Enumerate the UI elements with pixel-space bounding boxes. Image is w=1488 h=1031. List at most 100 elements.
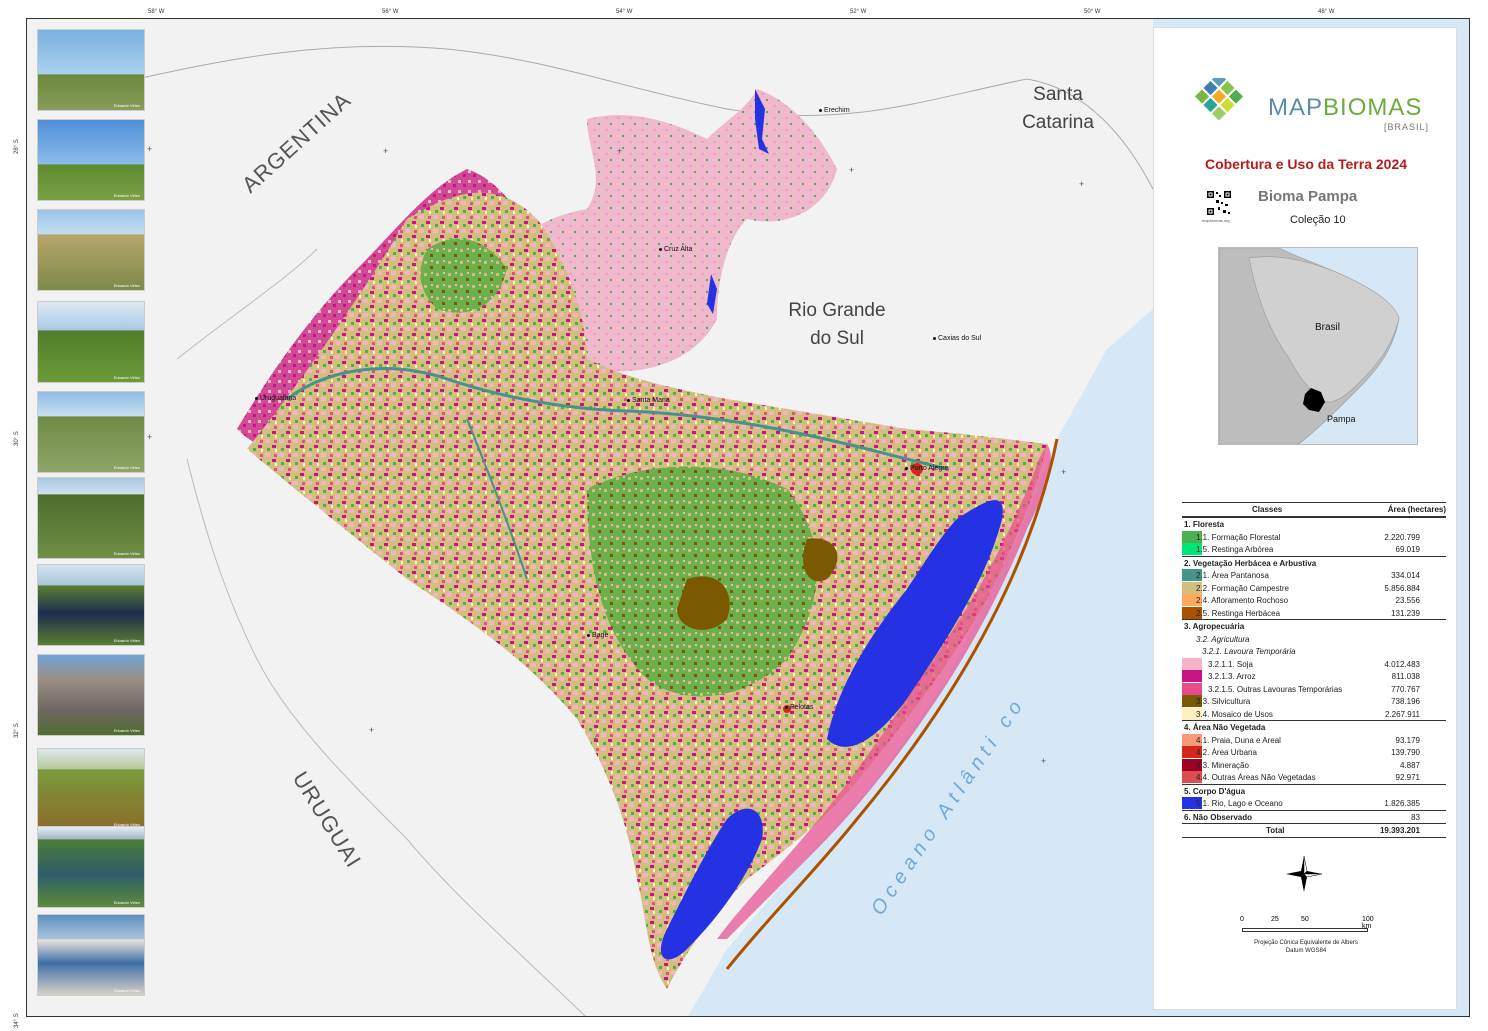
graticule-mark: + <box>147 432 153 442</box>
legend-class-label: 3.2.1.5. Outras Lavouras Temporárias <box>1208 684 1343 694</box>
city-erechim: Erechim <box>819 107 850 114</box>
legend-area-value: 811.038 <box>1391 672 1420 681</box>
city-bage: Bagé <box>587 632 608 639</box>
longitude-label: 50° W <box>1084 9 1101 15</box>
legend-rows: 1. Floresta 1.1. Formação Florestal 2.220.… <box>1182 517 1446 838</box>
legend-swatch <box>1182 569 1202 581</box>
legend-class-label: 4. Área Não Vegetada <box>1184 723 1266 732</box>
legend-swatch <box>1182 707 1202 720</box>
legend-class-label: 5. Corpo D'água <box>1184 786 1246 796</box>
legend-class-label: 1.1. Formação Florestal <box>1196 532 1281 542</box>
latitude-label: 30° S <box>14 431 20 446</box>
legend-area-value: 1.826.385 <box>1384 799 1420 808</box>
legend-area-value: 83 <box>1411 812 1420 822</box>
landscape-photo: Eduardo Vélez <box>37 29 145 111</box>
legend-row: 3.3. Silvicultura 738.196 <box>1182 695 1446 708</box>
legend-swatch <box>1182 758 1202 771</box>
legend-row: 1.5. Restinga Arbórea 69.019 <box>1182 543 1446 556</box>
legend-area-value: 92.971 <box>1395 773 1420 782</box>
legend-swatch <box>1182 606 1202 619</box>
legend-col-classes: Classes <box>1252 505 1283 514</box>
legend-swatch <box>1182 682 1202 695</box>
qr-caption: mapbiomas.org <box>1202 218 1230 223</box>
legend-class-label: 3.2.1.3. Arroz <box>1208 672 1256 681</box>
legend-swatch <box>1182 746 1202 758</box>
legend-row: 3.4. Mosaico de Usos 2.267.911 <box>1182 707 1446 721</box>
graticule-mark: + <box>369 725 375 735</box>
legend-row: 3.2.1.1. Soja 4.012.483 <box>1182 657 1446 671</box>
legend-panel: MAPBIOMAS [BRASIL] Cobertura e Uso da Te… <box>1153 27 1457 1010</box>
legend-class-label: 4.1. Praia, Duna e Areal <box>1196 735 1281 745</box>
graticule-mark: + <box>1061 467 1067 477</box>
legend-class-label: 1. Floresta <box>1184 520 1225 529</box>
legend-class-label: 3. Agropecuária <box>1184 622 1245 631</box>
legend-row: 3.2.1.5. Outras Lavouras Temporárias 770.… <box>1182 682 1446 696</box>
legend-row: 3.2.1.3. Arroz 811.038 <box>1182 670 1446 683</box>
longitude-label: 56° W <box>382 9 399 15</box>
legend-swatch <box>1182 797 1202 809</box>
latitude-label: 32° S <box>14 723 20 738</box>
landscape-photo: Eduardo Vélez <box>37 654 145 736</box>
longitude-label: 58° W <box>148 9 165 15</box>
legend-area-value: 2.220.799 <box>1384 532 1420 542</box>
landscape-photo: Eduardo Vélez <box>37 914 145 996</box>
scale-tick-label: 0 <box>1240 916 1244 923</box>
longitude-label: 48° W <box>1318 9 1335 15</box>
legend-class-label: 5.1. Rio, Lago e Oceano <box>1196 799 1283 808</box>
longitude-label: 54° W <box>616 9 633 15</box>
mapbiomas-logo <box>1194 78 1244 121</box>
legend-row: 3.2. Agricultura <box>1182 633 1446 646</box>
legend-class-label: 2.2. Formação Campestre <box>1196 583 1289 593</box>
legend-row: 2.5. Restinga Herbácea 131.239 <box>1182 606 1446 620</box>
legend-row: 1.1. Formação Florestal 2.220.799 <box>1182 530 1446 544</box>
city-cruz-alta: Cruz Alta <box>659 246 692 253</box>
city-caxias-do-sul: Caxias do Sul <box>933 335 981 342</box>
legend-group-row: 2. Vegetação Herbácea e Arbustiva <box>1182 555 1446 570</box>
legend-swatch <box>1182 594 1202 606</box>
legend-swatch <box>1182 733 1202 746</box>
legend-area-value: 139.790 <box>1391 748 1420 757</box>
legend-area-value: 19.393.201 <box>1379 826 1420 835</box>
legend-row: 4.4. Outras Áreas Não Vegetadas 92.971 <box>1182 771 1446 784</box>
inset-map-drawing <box>1219 248 1400 444</box>
legend-area-value: 4.887 <box>1399 760 1420 770</box>
scale-tick-label: 50 <box>1301 916 1309 923</box>
legend-class-label: Total <box>1266 826 1285 835</box>
legend-class-label: 3.2.1. Lavoura Temporária <box>1202 647 1296 656</box>
inset-label-brasil: Brasil <box>1315 322 1341 333</box>
map-frame: Eduardo Vélez Eduardo Vélez Eduardo Véle… <box>26 18 1470 1017</box>
north-arrow-icon <box>1286 855 1323 892</box>
legend-table: Classes Área (hectares) 1. Floresta 1.1. … <box>1182 502 1446 838</box>
latitude-label: 34° S <box>14 1013 20 1028</box>
legend-row: 3.2.1. Lavoura Temporária <box>1182 645 1446 658</box>
scale-tick-label: 25 <box>1271 916 1279 923</box>
landscape-photo: Eduardo Vélez <box>37 391 145 473</box>
legend-area-value: 770.767 <box>1391 684 1420 694</box>
legend-col-area: Área (hectares) <box>1387 505 1446 514</box>
legend-class-label: 3.2. Agricultura <box>1196 634 1250 644</box>
legend-group-row: 6. Não Observado 83 <box>1182 809 1446 824</box>
legend-class-label: 4.2. Área Urbana <box>1196 748 1257 757</box>
legend-row: 2.4. Afloramento Rochoso 23.556 <box>1182 594 1446 607</box>
legend-area-value: 4.012.483 <box>1384 659 1420 669</box>
legend-row: 5.1. Rio, Lago e Oceano 1.826.385 <box>1182 797 1446 810</box>
state-label-rio-grande-do-sul: Rio Grande do Sul <box>788 300 886 349</box>
logo-subtitle: [BRASIL] <box>1384 122 1430 132</box>
legend-class-label: 2.5. Restinga Herbácea <box>1196 608 1281 618</box>
datum-label: Datum WGS84 <box>1285 948 1327 954</box>
legend-class-label: 3.2.1.1. Soja <box>1208 659 1253 669</box>
graticule-mark: + <box>1041 756 1047 766</box>
inset-map: Brasil Pampa <box>1218 247 1418 445</box>
city-santa-maria: Santa Maria <box>627 397 670 404</box>
legend-class-label: 2.1. Área Pantanosa <box>1196 571 1269 580</box>
legend-area-value: 131.239 <box>1391 608 1420 618</box>
legend-area-value: 93.179 <box>1395 735 1420 745</box>
legend-area-value: 5.856.884 <box>1384 583 1420 593</box>
city-porto-alegre: Porto Alegre <box>905 465 949 472</box>
state-label-santa-catarina: Santa Catarina <box>1022 84 1094 133</box>
landscape-photo: Eduardo Vélez <box>37 564 145 646</box>
legend-row: 4.1. Praia, Duna e Areal 93.179 <box>1182 733 1446 747</box>
graticule-mark: + <box>849 165 855 175</box>
legend-swatch <box>1182 670 1202 682</box>
legend-swatch <box>1182 771 1202 783</box>
